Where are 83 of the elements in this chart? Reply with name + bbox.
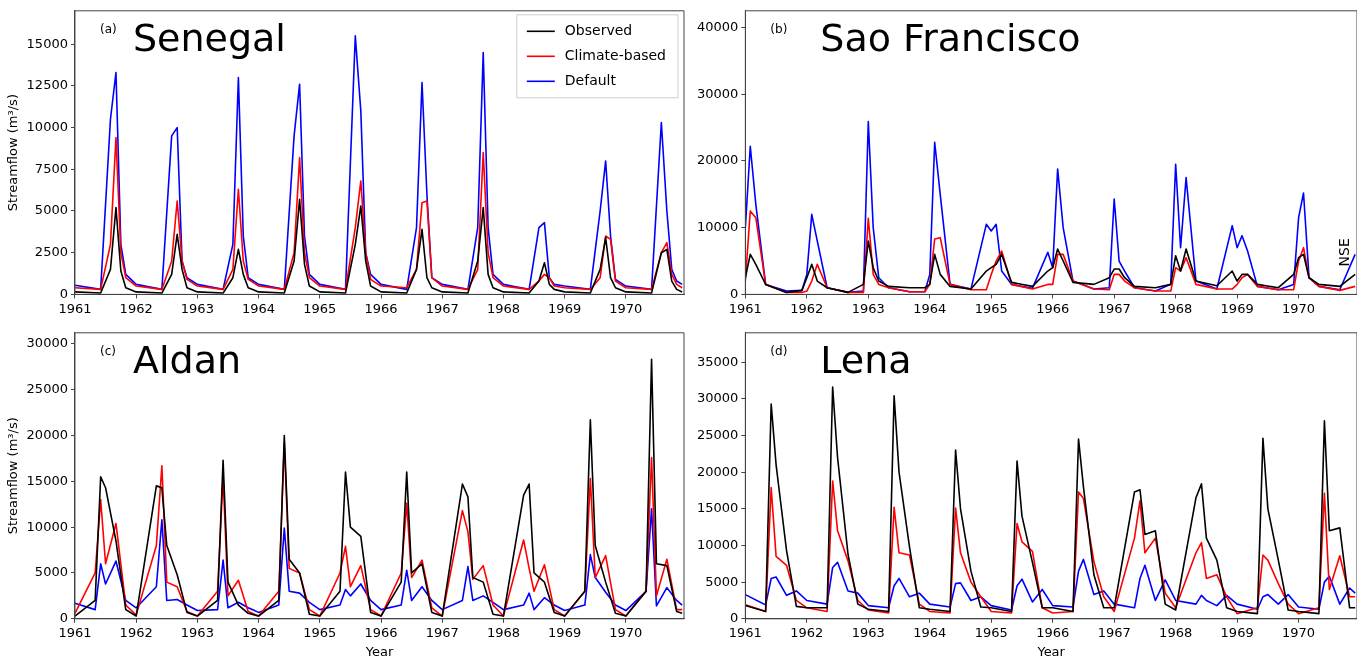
x-axis-title: Year <box>1036 643 1066 659</box>
annotation: (b) <box>770 21 788 36</box>
x-tick-label: 1969 <box>548 624 582 640</box>
y-tick-label: 15000 <box>26 472 68 488</box>
x-tick-label: 1967 <box>1097 624 1131 640</box>
y-axis-title: Streamflow (m³/s) <box>5 417 21 535</box>
x-tick-label: 1966 <box>364 624 398 640</box>
y-tick-label: 15000 <box>697 500 739 516</box>
x-tick-label: 1964 <box>913 300 947 316</box>
legend-label: Observed <box>564 21 633 38</box>
x-tick-label: 1964 <box>242 300 276 316</box>
y-tick-label: 30000 <box>697 85 739 101</box>
x-tick-label: 1962 <box>119 624 153 640</box>
y-tick-label: 20000 <box>697 463 739 479</box>
x-tick-label: 1963 <box>851 300 885 316</box>
x-tick-label: 1962 <box>119 300 153 316</box>
x-tick-label: 1968 <box>1159 624 1193 640</box>
x-tick-label: 1965 <box>974 624 1008 640</box>
x-tick-label: 1970 <box>609 624 643 640</box>
chart-title: Aldan <box>132 337 241 382</box>
x-tick-label: 1970 <box>609 300 643 316</box>
x-tick-label: 1968 <box>486 624 520 640</box>
y-tick-label: 15000 <box>26 35 68 51</box>
x-tick-label: 1969 <box>548 300 582 316</box>
x-axis-title: Year <box>364 643 394 659</box>
y-tick-label: 40000 <box>697 18 739 34</box>
y-tick-label: 5000 <box>34 564 68 580</box>
x-tick-label: 1967 <box>425 624 459 640</box>
x-tick-label: 1962 <box>790 624 824 640</box>
y-tick-label: 30000 <box>26 335 68 351</box>
x-tick-label: 1966 <box>364 300 398 316</box>
x-tick-label: 1964 <box>242 624 276 640</box>
y-tick-label: 30000 <box>697 390 739 406</box>
x-tick-label: 1970 <box>1282 300 1316 316</box>
annotation: (d) <box>770 343 788 358</box>
x-tick-label: 1963 <box>180 624 214 640</box>
chart-title: Senegal <box>132 15 286 60</box>
y-tick-label: 35000 <box>697 353 739 369</box>
legend-label: Climate-based <box>564 46 666 63</box>
y-axis-title: Streamflow (m³/s) <box>5 94 21 212</box>
y-tick-label: 2500 <box>34 244 68 260</box>
x-tick-label: 1964 <box>913 624 947 640</box>
annotation: (c) <box>99 343 116 358</box>
x-tick-label: 1968 <box>486 300 520 316</box>
y-tick-label: 10000 <box>697 536 739 552</box>
annotation: NSE <box>1336 238 1352 267</box>
x-tick-label: 1967 <box>425 300 459 316</box>
x-tick-label: 1961 <box>728 624 762 640</box>
x-tick-label: 1968 <box>1159 300 1193 316</box>
x-tick-label: 1963 <box>851 624 885 640</box>
y-tick-label: 0 <box>730 285 739 301</box>
x-tick-label: 1961 <box>58 300 92 316</box>
x-tick-label: 1962 <box>790 300 824 316</box>
chart-title: Lena <box>820 337 912 382</box>
annotation: (a) <box>99 21 117 36</box>
y-tick-label: 10000 <box>26 518 68 534</box>
x-tick-label: 1963 <box>180 300 214 316</box>
y-tick-label: 5000 <box>34 202 68 218</box>
y-tick-label: 0 <box>59 610 68 626</box>
y-tick-label: 5000 <box>705 573 739 589</box>
y-tick-label: 10000 <box>697 219 739 235</box>
y-tick-label: 20000 <box>26 426 68 442</box>
y-tick-label: 0 <box>59 285 68 301</box>
x-tick-label: 1965 <box>303 300 337 316</box>
x-tick-label: 1965 <box>303 624 337 640</box>
x-tick-label: 1969 <box>1220 300 1254 316</box>
x-tick-label: 1961 <box>728 300 762 316</box>
y-tick-label: 0 <box>730 610 739 626</box>
x-tick-label: 1966 <box>1036 624 1070 640</box>
y-tick-label: 10000 <box>26 118 68 134</box>
y-tick-label: 25000 <box>26 381 68 397</box>
y-tick-label: 25000 <box>697 426 739 442</box>
chart-title: Sao Francisco <box>820 15 1081 60</box>
y-tick-label: 12500 <box>26 77 68 93</box>
x-tick-label: 1961 <box>58 624 92 640</box>
x-tick-label: 1969 <box>1220 624 1254 640</box>
y-tick-label: 7500 <box>34 160 68 176</box>
y-tick-label: 20000 <box>697 152 739 168</box>
x-tick-label: 1966 <box>1036 300 1070 316</box>
x-tick-label: 1967 <box>1097 300 1131 316</box>
x-tick-label: 1965 <box>974 300 1008 316</box>
legend-label: Default <box>564 71 617 88</box>
x-tick-label: 1970 <box>1282 624 1316 640</box>
